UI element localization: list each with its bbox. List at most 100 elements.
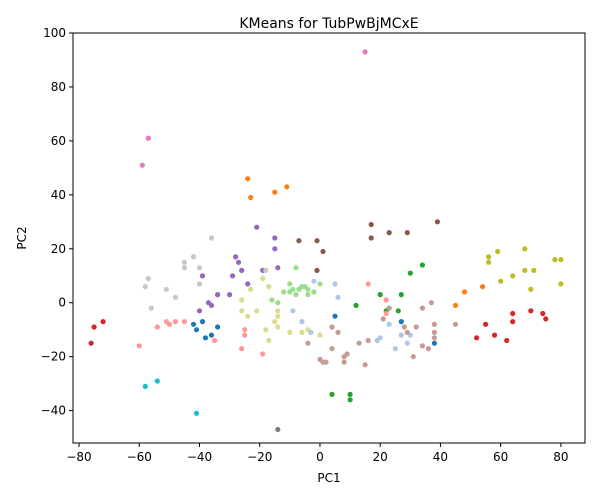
cluster-1: [245, 176, 486, 308]
data-point: [311, 278, 317, 284]
data-point: [293, 292, 299, 298]
data-point: [239, 297, 245, 303]
cluster-11: [142, 235, 269, 311]
cluster-13: [269, 265, 323, 306]
data-point: [284, 184, 290, 190]
data-point: [181, 265, 187, 271]
data-point: [299, 319, 305, 325]
data-point: [528, 286, 534, 292]
data-point: [510, 310, 516, 317]
data-point: [293, 265, 299, 271]
data-point: [145, 275, 151, 282]
data-point: [452, 302, 459, 308]
data-point: [305, 340, 311, 346]
data-point: [290, 308, 296, 314]
data-point: [419, 343, 425, 349]
data-point: [248, 286, 254, 292]
data-point: [172, 294, 178, 300]
data-point: [190, 254, 197, 260]
data-point: [236, 259, 242, 265]
data-point: [377, 335, 383, 341]
x-tick-label: −40: [187, 450, 212, 464]
data-point: [335, 294, 341, 300]
plot-frame: [72, 32, 586, 444]
data-point: [434, 219, 440, 225]
data-point: [558, 281, 564, 287]
y-tick-label: −20: [41, 350, 66, 364]
data-point: [483, 321, 489, 327]
data-point: [344, 351, 350, 357]
data-point: [239, 267, 245, 273]
data-point: [510, 319, 516, 325]
data-point: [353, 302, 359, 308]
data-point: [528, 308, 534, 314]
y-axis: −40 −20 0 20 40 60 80 100: [41, 26, 73, 418]
data-point: [419, 262, 425, 268]
data-point: [314, 238, 320, 244]
data-point: [199, 319, 206, 325]
data-point: [540, 310, 546, 317]
data-point: [196, 308, 203, 314]
data-point: [452, 321, 459, 327]
data-point: [254, 308, 260, 314]
cluster-8: [486, 246, 564, 292]
data-point: [260, 351, 266, 357]
data-point: [199, 273, 206, 279]
data-point: [100, 319, 106, 325]
y-tick-label: 20: [51, 242, 66, 256]
data-point: [245, 281, 251, 287]
data-point: [431, 329, 437, 335]
data-point: [510, 273, 516, 279]
data-point: [287, 329, 293, 335]
data-point: [263, 267, 269, 273]
data-point: [311, 289, 317, 295]
data-point: [431, 321, 437, 327]
x-tick-label: −20: [247, 450, 272, 464]
data-point: [377, 292, 383, 298]
x-tick-label: 80: [553, 450, 568, 464]
data-point: [202, 335, 209, 341]
data-point: [142, 284, 148, 290]
data-point: [215, 292, 221, 298]
data-point: [395, 308, 401, 314]
x-tick-label: 60: [493, 450, 508, 464]
data-point: [552, 257, 558, 263]
data-point: [305, 286, 311, 292]
data-point: [404, 329, 410, 335]
data-point: [296, 238, 302, 244]
data-point: [215, 324, 221, 330]
cluster-9: [142, 378, 200, 416]
data-point: [558, 257, 564, 263]
cluster-14: [290, 278, 413, 352]
data-point: [329, 346, 335, 352]
data-point: [208, 235, 215, 241]
data-point: [181, 259, 187, 265]
data-point: [383, 310, 389, 317]
data-point: [398, 292, 404, 298]
data-point: [245, 313, 251, 319]
data-point: [383, 297, 389, 303]
data-point: [425, 346, 431, 352]
data-point: [272, 246, 278, 252]
data-point: [392, 346, 398, 352]
data-point: [480, 284, 486, 290]
data-point: [407, 270, 413, 276]
data-point: [329, 324, 335, 330]
data-point: [413, 324, 419, 330]
data-point: [193, 410, 200, 416]
data-point: [263, 327, 269, 333]
data-point: [398, 319, 404, 325]
data-point: [91, 324, 97, 330]
y-axis-label: PC2: [15, 226, 29, 249]
data-point: [193, 327, 200, 333]
data-point: [356, 340, 362, 346]
cluster-2: [190, 313, 437, 346]
data-point: [239, 346, 245, 352]
cluster-4: [196, 224, 281, 314]
data-point: [190, 321, 197, 327]
data-point: [401, 324, 407, 330]
data-point: [208, 302, 215, 308]
data-point: [428, 300, 434, 306]
data-point: [266, 337, 272, 344]
y-tick-label: 60: [51, 134, 66, 148]
